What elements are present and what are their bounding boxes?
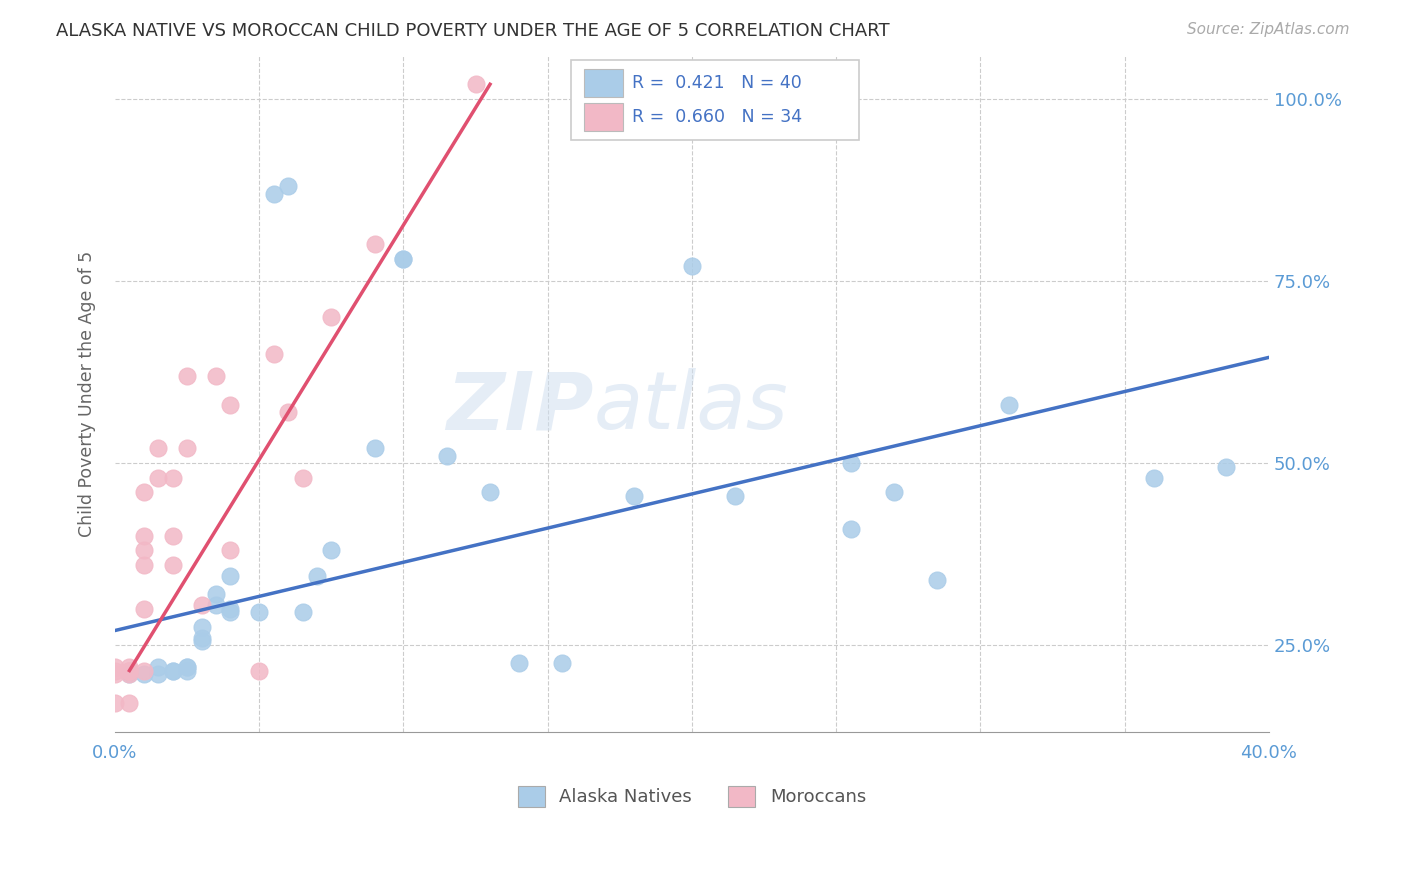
Point <box>148 667 170 681</box>
Point <box>219 543 242 558</box>
Point <box>998 398 1021 412</box>
Point <box>132 543 155 558</box>
Y-axis label: Child Poverty Under the Age of 5: Child Poverty Under the Age of 5 <box>79 251 96 537</box>
Point <box>104 696 127 710</box>
Text: R =  0.660   N = 34: R = 0.660 N = 34 <box>631 108 801 126</box>
Point <box>551 657 574 671</box>
Point <box>321 543 343 558</box>
Point <box>176 368 198 383</box>
Point <box>118 667 141 681</box>
Point <box>162 529 184 543</box>
Legend: Alaska Natives, Moroccans: Alaska Natives, Moroccans <box>510 779 873 814</box>
Point <box>132 485 155 500</box>
Point <box>190 631 212 645</box>
Point <box>392 252 415 266</box>
Point <box>883 485 905 500</box>
Point <box>118 664 141 678</box>
Point <box>363 237 385 252</box>
Point <box>118 664 141 678</box>
Point <box>176 664 198 678</box>
Point <box>118 696 141 710</box>
Text: ALASKA NATIVE VS MOROCCAN CHILD POVERTY UNDER THE AGE OF 5 CORRELATION CHART: ALASKA NATIVE VS MOROCCAN CHILD POVERTY … <box>56 22 890 40</box>
Point <box>305 569 328 583</box>
Point <box>839 522 862 536</box>
Point <box>205 368 228 383</box>
Point <box>162 664 184 678</box>
Point <box>132 601 155 615</box>
Point <box>277 179 299 194</box>
FancyBboxPatch shape <box>571 60 859 140</box>
Point <box>479 485 502 500</box>
Point <box>277 405 299 419</box>
Point <box>190 620 212 634</box>
Point <box>263 186 285 201</box>
Text: atlas: atlas <box>593 368 789 446</box>
Point <box>436 449 458 463</box>
Text: ZIP: ZIP <box>447 368 593 446</box>
Point <box>508 657 530 671</box>
Point <box>118 660 141 674</box>
Point <box>190 634 212 648</box>
Point <box>623 489 645 503</box>
Point <box>247 664 270 678</box>
Point <box>291 470 314 484</box>
Point <box>118 664 141 678</box>
Point <box>148 660 170 674</box>
Point <box>190 598 212 612</box>
Point <box>392 252 415 266</box>
Point <box>162 558 184 572</box>
Point <box>162 664 184 678</box>
Point <box>176 660 198 674</box>
Point <box>291 605 314 619</box>
Point <box>321 310 343 325</box>
Point <box>247 605 270 619</box>
Point <box>263 347 285 361</box>
Point <box>927 573 949 587</box>
Point <box>219 398 242 412</box>
Point <box>219 569 242 583</box>
Text: Source: ZipAtlas.com: Source: ZipAtlas.com <box>1187 22 1350 37</box>
Point <box>132 664 155 678</box>
Point <box>464 77 486 91</box>
Point <box>148 442 170 456</box>
Point <box>104 660 127 674</box>
Point <box>132 558 155 572</box>
Point <box>363 442 385 456</box>
Point <box>104 664 127 678</box>
Point <box>162 470 184 484</box>
Point <box>118 667 141 681</box>
Point <box>219 605 242 619</box>
FancyBboxPatch shape <box>583 69 623 97</box>
Point <box>176 442 198 456</box>
Point <box>205 598 228 612</box>
Point <box>219 601 242 615</box>
Point <box>1215 459 1237 474</box>
Point <box>104 667 127 681</box>
Point <box>132 529 155 543</box>
Point <box>724 489 747 503</box>
Point <box>205 587 228 601</box>
Point <box>148 470 170 484</box>
Text: R =  0.421   N = 40: R = 0.421 N = 40 <box>631 74 801 92</box>
FancyBboxPatch shape <box>583 103 623 131</box>
Point <box>1142 470 1164 484</box>
Point <box>839 456 862 470</box>
Point <box>681 260 703 274</box>
Point <box>132 667 155 681</box>
Point <box>176 660 198 674</box>
